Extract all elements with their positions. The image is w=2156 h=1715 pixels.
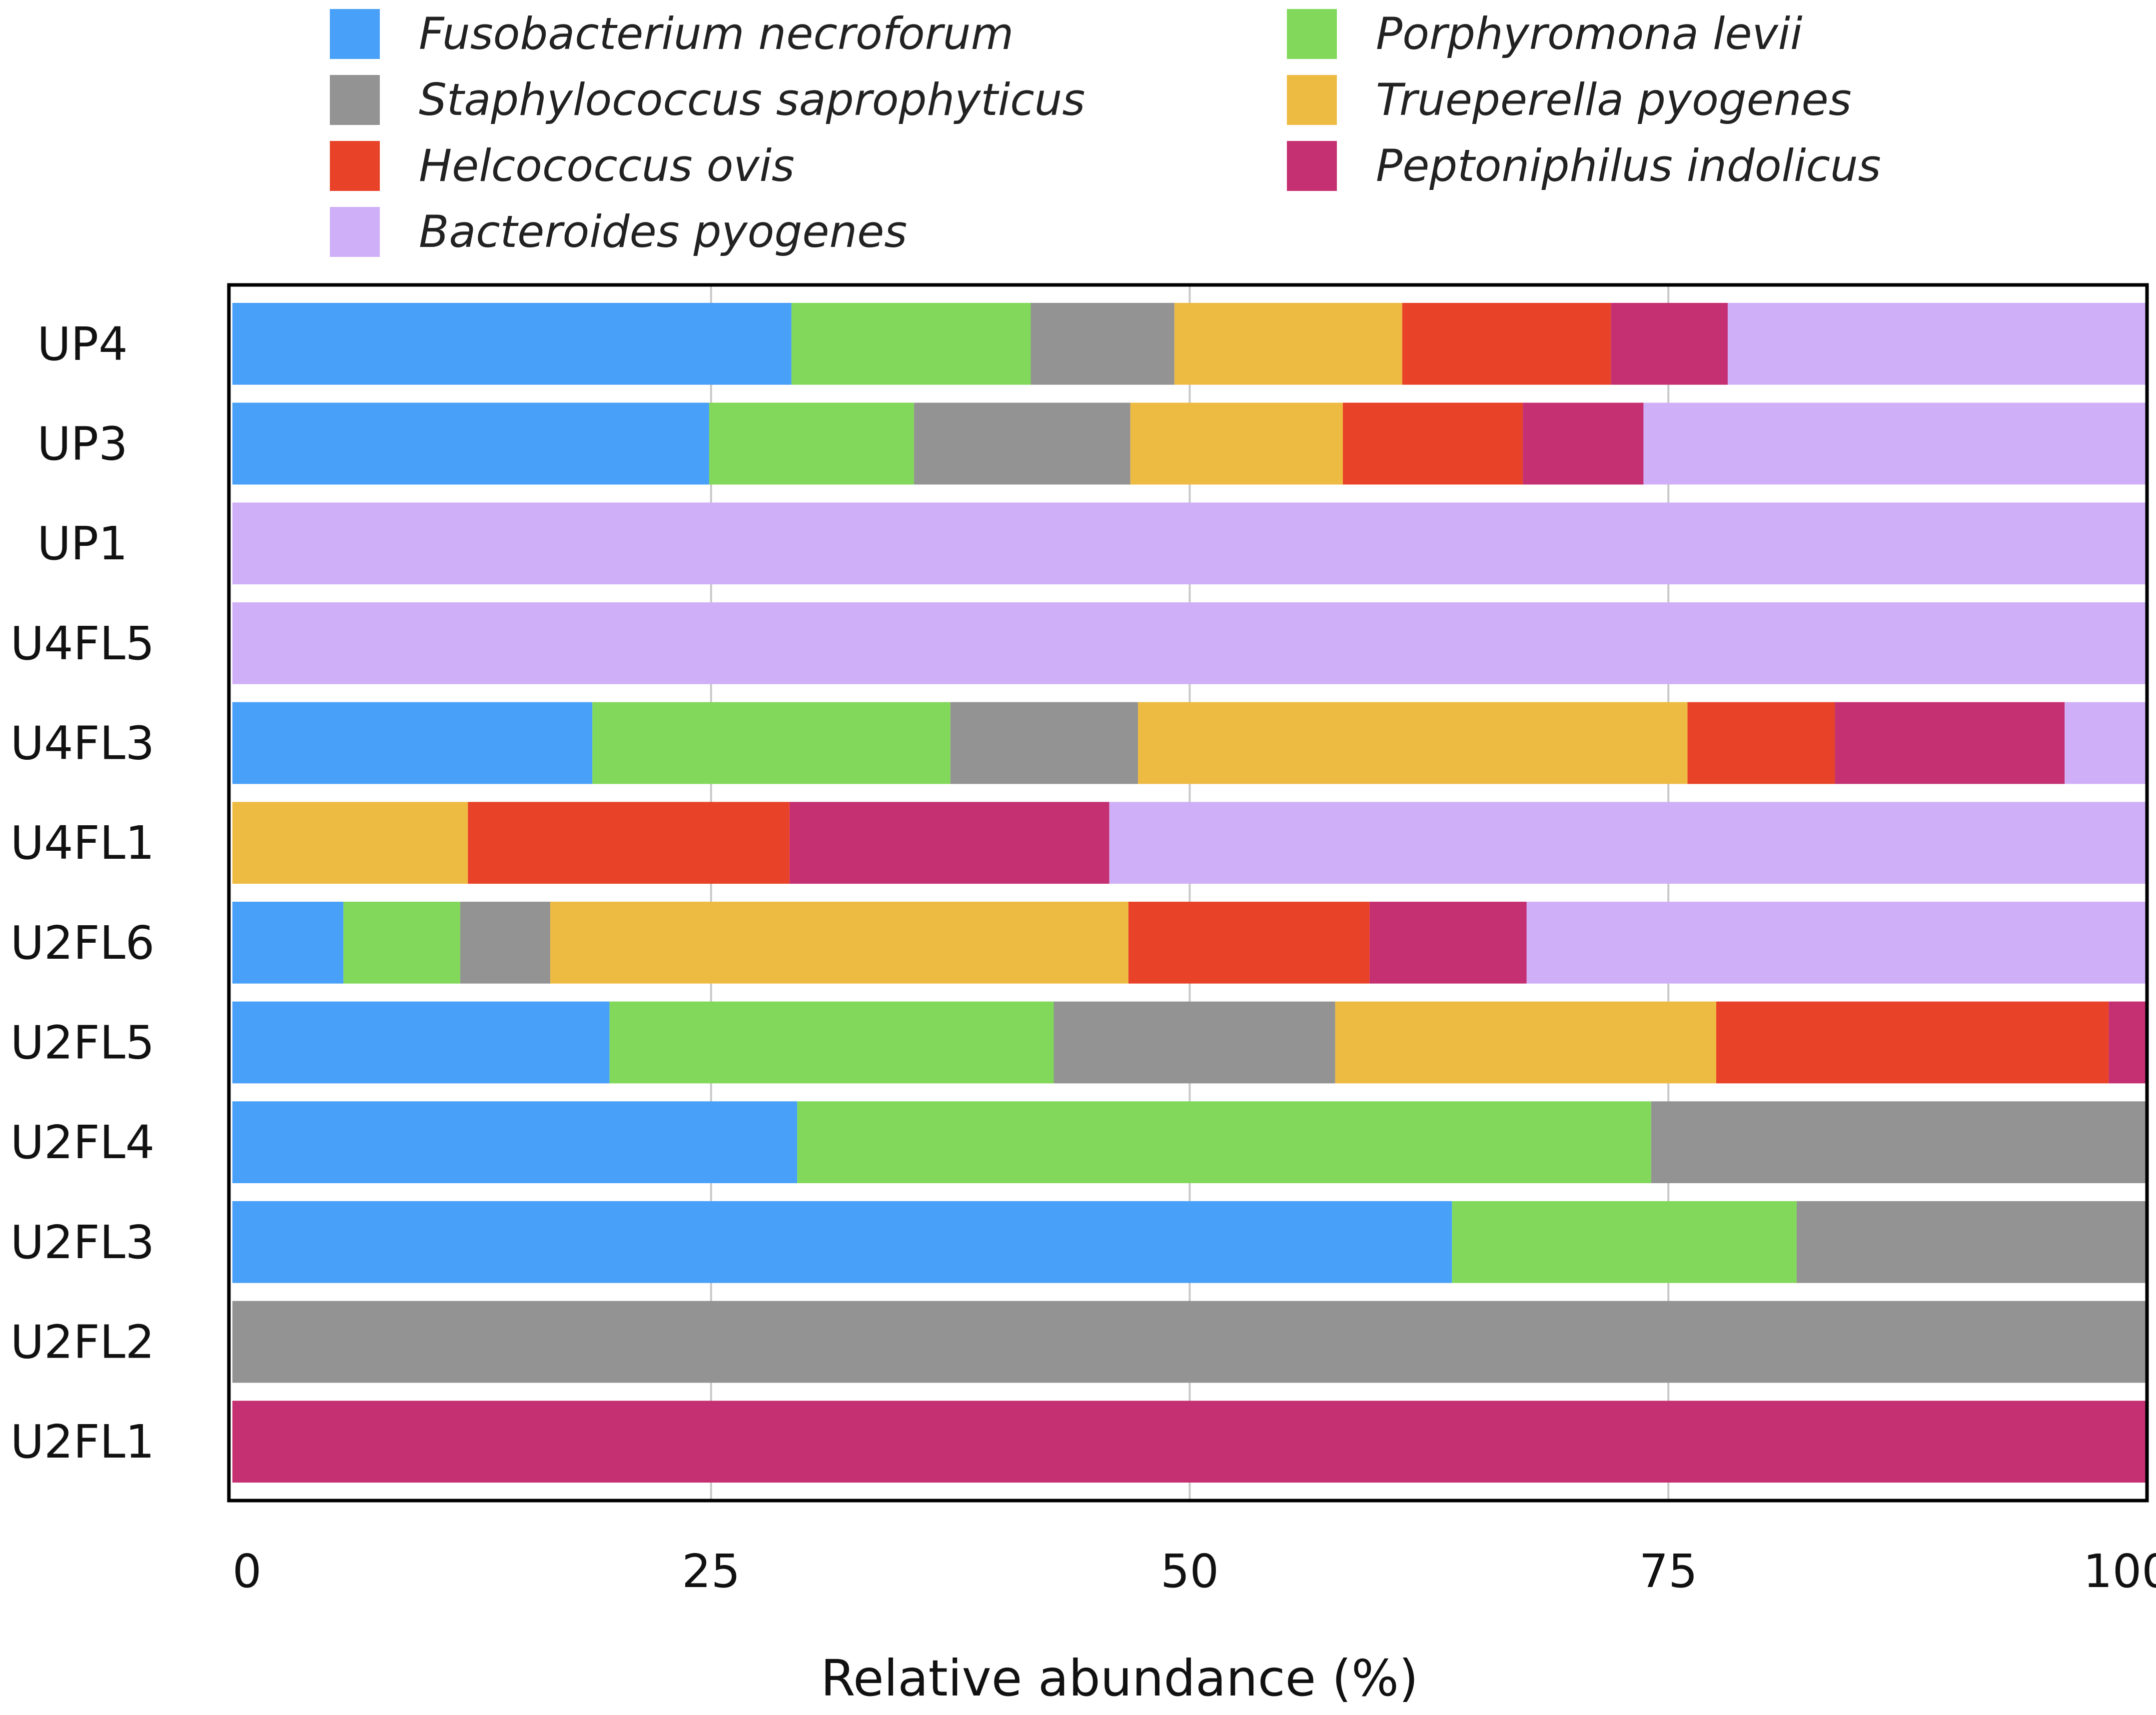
bar-up1-bacteroides-pyogenes xyxy=(232,502,2147,585)
legend-swatch-staphylococcus-saprophyticus xyxy=(330,75,380,125)
legend-item-porphyromona-levii: Porphyromona levii xyxy=(1287,8,1803,59)
bar-up3-helcococcus-ovis xyxy=(1342,402,1523,485)
bar-u2fl6-staphylococcus-saprophyticus xyxy=(460,901,550,984)
bar-u2fl4-porphyromona-levii xyxy=(797,1101,1651,1184)
bar-u2fl5-staphylococcus-saprophyticus xyxy=(1054,1001,1335,1084)
bar-up3-bacteroides-pyogenes xyxy=(1643,402,2147,485)
legend-label-peptoniphilus-indolicus: Peptoniphilus indolicus xyxy=(1376,140,1881,191)
bar-up4-helcococcus-ovis xyxy=(1402,302,1611,385)
category-label-u4fl3: U4FL3 xyxy=(10,717,155,770)
bar-up3-staphylococcus-saprophyticus xyxy=(914,402,1130,485)
bar-up3-trueperella-pyogenes xyxy=(1130,402,1343,485)
category-label-up4: UP4 xyxy=(37,317,127,371)
category-label-u2fl4: U2FL4 xyxy=(10,1116,155,1169)
bar-up4-trueperella-pyogenes xyxy=(1174,302,1402,385)
x-axis-title: Relative abundance (%) xyxy=(821,1649,1418,1708)
bar-u4fl3-peptoniphilus-indolicus xyxy=(1835,702,2065,784)
bar-u4fl3-fusobacterium-necroforum xyxy=(232,702,593,784)
category-label-u4fl1: U4FL1 xyxy=(10,816,155,870)
category-label-up1: UP1 xyxy=(37,517,127,570)
legend-item-peptoniphilus-indolicus: Peptoniphilus indolicus xyxy=(1287,140,1881,191)
category-label-u2fl2: U2FL2 xyxy=(10,1316,155,1369)
legend-item-fusobacterium-necroforum: Fusobacterium necroforum xyxy=(330,8,1014,59)
bar-u2fl1-peptoniphilus-indolicus xyxy=(232,1401,2147,1483)
bar-up3-porphyromona-levii xyxy=(709,402,914,485)
category-label-up3: UP3 xyxy=(37,417,127,471)
legend-label-bacteroides-pyogenes: Bacteroides pyogenes xyxy=(419,206,907,257)
bar-u2fl6-fusobacterium-necroforum xyxy=(232,901,344,984)
legend-swatch-peptoniphilus-indolicus xyxy=(1287,141,1337,191)
bar-u2fl3-staphylococcus-saprophyticus xyxy=(1796,1201,2147,1283)
x-tick-label-25: 25 xyxy=(682,1545,740,1598)
bar-up3-peptoniphilus-indolicus xyxy=(1523,402,1644,485)
bar-u2fl5-porphyromona-levii xyxy=(609,1001,1054,1084)
legend-swatch-porphyromona-levii xyxy=(1287,9,1337,59)
bar-u2fl6-trueperella-pyogenes xyxy=(550,901,1128,984)
legend-item-helcococcus-ovis: Helcococcus ovis xyxy=(330,140,795,191)
legend-item-staphylococcus-saprophyticus: Staphylococcus saprophyticus xyxy=(330,74,1085,125)
bar-u4fl1-bacteroides-pyogenes xyxy=(1109,802,2147,884)
bar-up4-staphylococcus-saprophyticus xyxy=(1031,302,1174,385)
bar-up4-fusobacterium-necroforum xyxy=(232,302,792,385)
legend-label-fusobacterium-necroforum: Fusobacterium necroforum xyxy=(419,8,1014,59)
bar-u2fl3-porphyromona-levii xyxy=(1452,1201,1797,1283)
plot-frame xyxy=(227,283,2149,1503)
legend-swatch-bacteroides-pyogenes xyxy=(330,207,380,257)
category-label-u2fl5: U2FL5 xyxy=(10,1016,155,1070)
bar-u2fl3-fusobacterium-necroforum xyxy=(232,1201,1452,1283)
bar-u4fl5-bacteroides-pyogenes xyxy=(232,602,2147,684)
category-label-u2fl1: U2FL1 xyxy=(10,1415,155,1469)
legend-item-bacteroides-pyogenes: Bacteroides pyogenes xyxy=(330,206,907,257)
bar-u2fl6-bacteroides-pyogenes xyxy=(1526,901,2147,984)
legend-label-trueperella-pyogenes: Trueperella pyogenes xyxy=(1376,74,1852,125)
bar-u4fl3-bacteroides-pyogenes xyxy=(2065,702,2147,784)
bar-u2fl6-helcococcus-ovis xyxy=(1128,901,1370,984)
legend: Fusobacterium necroforum Staphylococcus s… xyxy=(330,8,1881,257)
bar-up3-fusobacterium-necroforum xyxy=(232,402,709,485)
bar-u4fl1-helcococcus-ovis xyxy=(468,802,790,884)
bar-u2fl6-porphyromona-levii xyxy=(343,901,460,984)
legend-label-porphyromona-levii: Porphyromona levii xyxy=(1376,8,1803,59)
x-tick-label-50: 50 xyxy=(1160,1545,1219,1598)
legend-item-trueperella-pyogenes: Trueperella pyogenes xyxy=(1287,74,1852,125)
x-tick-label-100: 100 xyxy=(2083,1545,2156,1598)
legend-label-helcococcus-ovis: Helcococcus ovis xyxy=(419,140,795,191)
bar-u4fl3-trueperella-pyogenes xyxy=(1138,702,1688,784)
x-tick-label-0: 0 xyxy=(232,1545,262,1598)
bar-u2fl4-staphylococcus-saprophyticus xyxy=(1651,1101,2147,1184)
bar-u4fl3-staphylococcus-saprophyticus xyxy=(950,702,1138,784)
category-label-u4fl5: U4FL5 xyxy=(10,617,155,670)
category-labels: UP4 UP3 UP1 U4FL5 U4FL3 U4FL1 U2FL6 U2FL5 U2FL4 U… xyxy=(10,317,155,1469)
x-tick-label-75: 75 xyxy=(1639,1545,1698,1598)
legend-swatch-helcococcus-ovis xyxy=(330,141,380,191)
bar-u4fl1-trueperella-pyogenes xyxy=(232,802,468,884)
bar-u2fl5-helcococcus-ovis xyxy=(1716,1001,2109,1084)
bar-up4-peptoniphilus-indolicus xyxy=(1611,302,1728,385)
bar-u2fl4-fusobacterium-necroforum xyxy=(232,1101,798,1184)
grid-lines xyxy=(710,285,1670,1501)
legend-swatch-fusobacterium-necroforum xyxy=(330,9,380,59)
bar-u2fl6-peptoniphilus-indolicus xyxy=(1369,901,1527,984)
bars xyxy=(232,302,2147,1483)
bar-up4-bacteroides-pyogenes xyxy=(1728,302,2147,385)
bar-u2fl2-staphylococcus-saprophyticus xyxy=(232,1301,2147,1383)
category-label-u2fl3: U2FL3 xyxy=(10,1216,155,1269)
bar-u2fl5-trueperella-pyogenes xyxy=(1335,1001,1717,1084)
bar-u2fl5-fusobacterium-necroforum xyxy=(232,1001,610,1084)
legend-swatch-trueperella-pyogenes xyxy=(1287,75,1337,125)
bar-u4fl3-helcococcus-ovis xyxy=(1687,702,1835,784)
category-label-u2fl6: U2FL6 xyxy=(10,916,155,970)
bar-u2fl5-peptoniphilus-indolicus xyxy=(2109,1001,2147,1084)
x-tick-labels: 0 25 50 75 100 xyxy=(232,1545,2156,1598)
bar-u4fl3-porphyromona-levii xyxy=(592,702,951,784)
bar-up4-porphyromona-levii xyxy=(791,302,1031,385)
bar-u4fl1-peptoniphilus-indolicus xyxy=(789,802,1109,884)
legend-label-staphylococcus-saprophyticus: Staphylococcus saprophyticus xyxy=(419,74,1085,125)
